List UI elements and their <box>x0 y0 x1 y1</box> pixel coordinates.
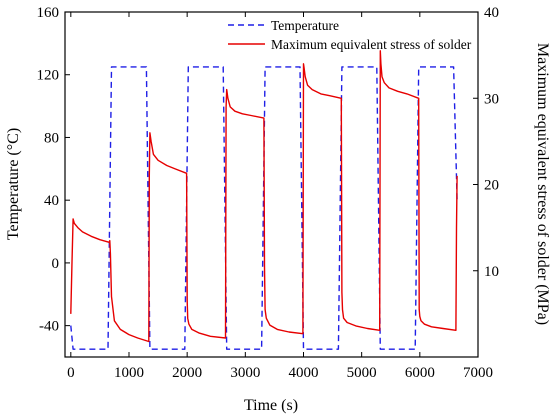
x-axis-title: Time (s) <box>244 397 298 414</box>
x-tick-label: 7000 <box>463 365 493 381</box>
x-axis-ticks: 0 1000 2000 3000 4000 5000 6000 7000 <box>67 12 493 381</box>
left-y-tick-label: 0 <box>52 256 60 272</box>
x-tick-label: 3000 <box>230 365 260 381</box>
right-y-tick-label: 10 <box>484 264 499 280</box>
x-tick-label: 1000 <box>114 365 144 381</box>
x-tick-label: 5000 <box>347 365 377 381</box>
right-y-axis-title: Maximum equivalent stress of solder (MPa… <box>534 43 550 325</box>
left-y-tick-label: -40 <box>39 319 59 335</box>
left-y-axis-title: Temperature (°C) <box>5 128 22 240</box>
series-line-temperature <box>70 66 458 350</box>
left-y-tick-label: 40 <box>44 193 59 209</box>
series-line-stress <box>70 50 458 343</box>
left-y-tick-label: 160 <box>37 5 60 21</box>
x-tick-label: 6000 <box>405 365 435 381</box>
x-tick-label: 2000 <box>172 365 202 381</box>
left-y-tick-label: 120 <box>37 68 60 84</box>
right-y-axis-ticks: 10 20 30 40 <box>473 5 499 280</box>
x-tick-label: 0 <box>67 365 75 381</box>
left-y-axis-ticks: -40 0 40 80 120 160 <box>37 5 70 335</box>
left-y-tick-label: 80 <box>44 130 59 146</box>
right-y-tick-label: 40 <box>484 5 499 21</box>
series-layer <box>70 50 458 350</box>
legend-label-stress: Maximum equivalent stress of solder <box>271 37 472 52</box>
x-tick-label: 4000 <box>288 365 318 381</box>
legend-label-temperature: Temperature <box>271 18 339 33</box>
right-y-tick-label: 30 <box>484 91 499 107</box>
right-y-tick-label: 20 <box>484 178 499 194</box>
legend: Temperature Maximum equivalent stress of… <box>228 18 472 52</box>
